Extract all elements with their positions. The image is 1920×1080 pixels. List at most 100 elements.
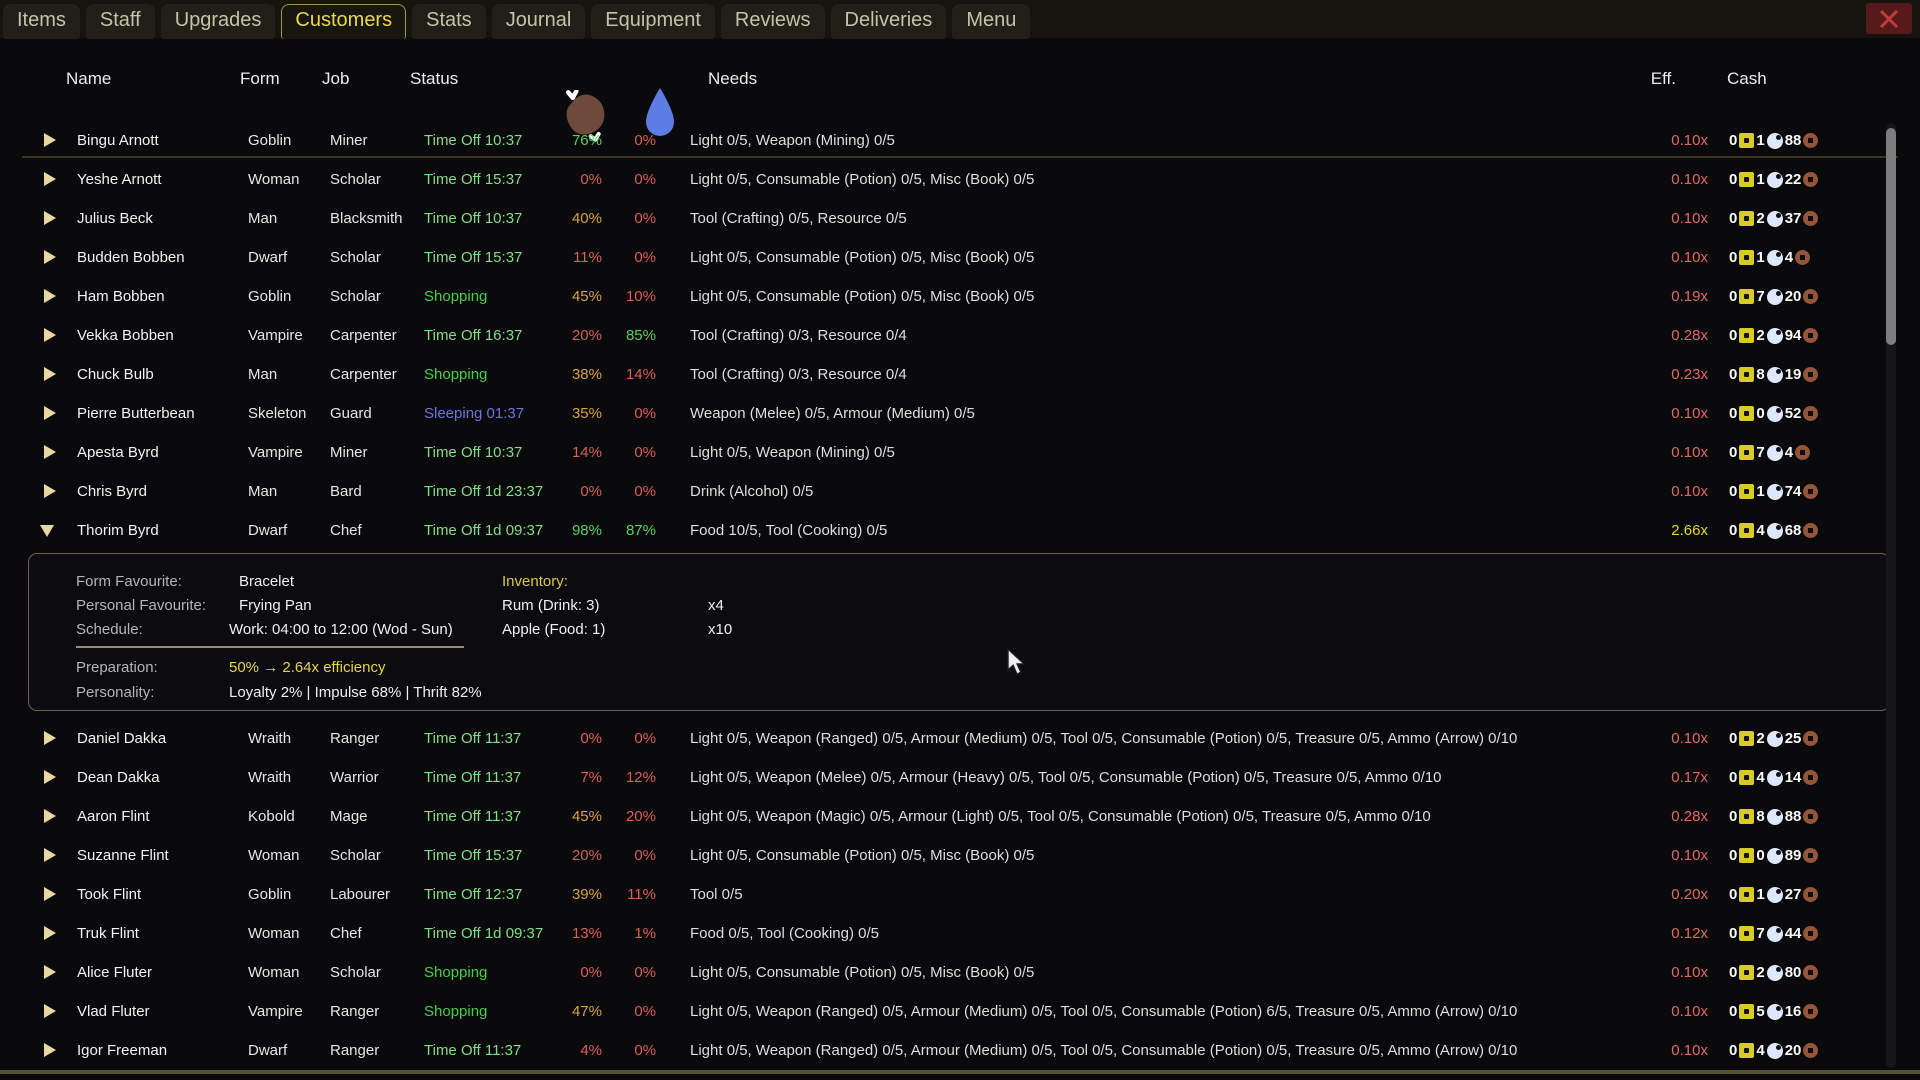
silver-coin-icon — [1766, 210, 1783, 227]
customer-needs: Tool (Crafting) 0/5, Resource 0/5 — [690, 210, 907, 227]
tab-deliveries[interactable]: Deliveries — [830, 4, 947, 39]
table-row[interactable]: Apesta Byrd Vampire Miner Time Off 10:37… — [0, 433, 1920, 472]
table-row[interactable]: Alice Fluter Woman Scholar Shopping 0% 0… — [0, 953, 1920, 992]
cash-value: 0 1 4 — [1727, 238, 1811, 277]
close-button[interactable] — [1866, 3, 1912, 34]
food-icon[interactable] — [557, 88, 611, 147]
customer-job: Scholar — [330, 171, 381, 188]
gold-amount: 0 — [1729, 444, 1738, 461]
silver-coin-icon — [1766, 132, 1783, 149]
drink-percent: 85% — [625, 327, 656, 344]
tab-reviews[interactable]: Reviews — [720, 4, 825, 39]
inventory-item-count: x4 — [708, 597, 724, 614]
efficiency-value: 0.23x — [1671, 366, 1708, 383]
column-header-job[interactable]: Job — [322, 69, 350, 88]
customer-job: Scholar — [330, 964, 381, 981]
cash-value: 0 0 52 — [1727, 394, 1819, 433]
table-row[interactable]: Suzanne Flint Woman Scholar Time Off 15:… — [0, 836, 1920, 875]
customer-status: Sleeping 01:37 — [424, 405, 525, 422]
customer-name: Dean Dakka — [77, 769, 160, 786]
customer-needs: Drink (Alcohol) 0/5 — [690, 483, 814, 500]
expand-arrow-icon[interactable] — [44, 367, 56, 381]
food-percent: 0% — [580, 171, 602, 188]
table-row[interactable]: Truk Flint Woman Chef Time Off 1d 09:37 … — [0, 914, 1920, 953]
column-header-cash[interactable]: Cash — [1727, 69, 1767, 88]
table-row[interactable]: Daniel Dakka Wraith Ranger Time Off 11:3… — [0, 719, 1920, 758]
expand-arrow-icon[interactable] — [44, 250, 56, 264]
expand-arrow-icon[interactable] — [44, 965, 56, 979]
tab-customers[interactable]: Customers — [281, 4, 407, 39]
tab-equipment[interactable]: Equipment — [591, 4, 715, 39]
expand-arrow-icon[interactable] — [44, 328, 56, 342]
expand-arrow-icon[interactable] — [44, 406, 56, 420]
table-row[interactable]: Bingu Arnott Goblin Miner Time Off 10:37… — [0, 121, 1920, 160]
column-header-needs[interactable]: Needs — [708, 69, 758, 88]
tab-stats[interactable]: Stats — [412, 4, 486, 39]
table-row[interactable]: Vekka Bobben Vampire Carpenter Time Off … — [0, 316, 1920, 355]
column-header-name[interactable]: Name — [66, 69, 112, 88]
table-row[interactable]: Yeshe Arnott Woman Scholar Time Off 15:3… — [0, 160, 1920, 199]
food-percent: 98% — [571, 522, 602, 539]
table-row[interactable]: Chris Byrd Man Bard Time Off 1d 23:37 0%… — [0, 472, 1920, 511]
tab-items[interactable]: Items — [3, 4, 80, 39]
table-row[interactable]: Chuck Bulb Man Carpenter Shopping 38% 14… — [0, 355, 1920, 394]
drink-percent: 87% — [625, 522, 656, 539]
efficiency-value: 0.10x — [1671, 964, 1708, 981]
drink-icon[interactable] — [640, 86, 680, 147]
customer-form: Goblin — [248, 288, 292, 305]
expand-arrow-icon[interactable] — [44, 926, 56, 940]
table-row[interactable]: Dean Dakka Wraith Warrior Time Off 11:37… — [0, 758, 1920, 797]
table-row[interactable]: Ham Bobben Goblin Scholar Shopping 45% 1… — [0, 277, 1920, 316]
scrollbar-track[interactable] — [1886, 123, 1896, 1068]
table-row[interactable]: Pierre Butterbean Skeleton Guard Sleepin… — [0, 394, 1920, 433]
customer-needs: Light 0/5, Consumable (Potion) 0/5, Misc… — [690, 288, 1035, 305]
column-header-form[interactable]: Form — [240, 69, 280, 88]
scrollbar-thumb[interactable] — [1886, 128, 1896, 345]
expand-arrow-icon[interactable] — [44, 1043, 56, 1057]
gold-coin-icon — [1739, 809, 1755, 824]
efficiency-value: 2.66x — [1671, 522, 1708, 539]
customer-name: Yeshe Arnott — [77, 171, 162, 188]
expand-arrow-icon[interactable] — [44, 133, 56, 147]
column-header-status[interactable]: Status — [410, 69, 459, 88]
expand-arrow-icon[interactable] — [44, 484, 56, 498]
table-row[interactable]: Thorim Byrd Dwarf Chef Time Off 1d 09:37… — [0, 511, 1920, 550]
expand-arrow-icon[interactable] — [44, 289, 56, 303]
tab-journal[interactable]: Journal — [491, 4, 586, 39]
table-row[interactable]: Budden Bobben Dwarf Scholar Time Off 15:… — [0, 238, 1920, 277]
expand-arrow-icon[interactable] — [44, 809, 56, 823]
expand-arrow-icon[interactable] — [44, 770, 56, 784]
expand-arrow-icon[interactable] — [44, 445, 56, 459]
expand-arrow-icon[interactable] — [44, 887, 56, 901]
expand-arrow-icon[interactable] — [44, 211, 56, 225]
form-favourite-label: Form Favourite: — [76, 573, 182, 590]
copper-coin-icon — [1803, 289, 1819, 304]
copper-amount: 80 — [1784, 964, 1802, 981]
table-row[interactable]: Julius Beck Man Blacksmith Time Off 10:3… — [0, 199, 1920, 238]
tab-upgrades[interactable]: Upgrades — [160, 4, 276, 39]
column-header-eff[interactable]: Eff. — [1650, 69, 1676, 88]
customer-name: Igor Freeman — [77, 1042, 168, 1059]
customer-form: Wraith — [248, 769, 292, 786]
tab-staff[interactable]: Staff — [85, 4, 155, 39]
expand-arrow-icon[interactable] — [40, 525, 54, 537]
food-percent: 38% — [571, 366, 602, 383]
copper-coin-icon — [1803, 211, 1819, 226]
table-row[interactable]: Took Flint Goblin Labourer Time Off 12:3… — [0, 875, 1920, 914]
silver-coin-icon — [1766, 444, 1783, 461]
cash-value: 0 4 14 — [1727, 758, 1819, 797]
preparation-value: 50% → 2.64x efficiency — [229, 659, 386, 676]
expand-arrow-icon[interactable] — [44, 848, 56, 862]
expand-arrow-icon[interactable] — [44, 172, 56, 186]
customer-form: Dwarf — [248, 522, 288, 539]
customer-form: Woman — [248, 847, 300, 864]
expand-arrow-icon[interactable] — [44, 731, 56, 745]
tab-menu[interactable]: Menu — [952, 4, 1031, 39]
table-row[interactable]: Vlad Fluter Vampire Ranger Shopping 47% … — [0, 992, 1920, 1031]
table-row[interactable]: Igor Freeman Dwarf Ranger Time Off 11:37… — [0, 1031, 1920, 1070]
table-row[interactable]: Aaron Flint Kobold Mage Time Off 11:37 4… — [0, 797, 1920, 836]
expand-arrow-icon[interactable] — [44, 1004, 56, 1018]
customer-job: Scholar — [330, 288, 381, 305]
customer-name: Daniel Dakka — [77, 730, 167, 747]
